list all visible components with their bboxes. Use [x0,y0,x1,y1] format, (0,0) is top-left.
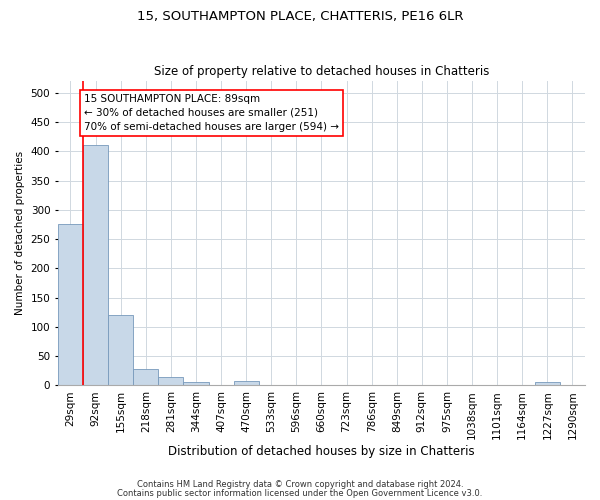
Bar [158,377,184,386]
Bar [184,382,209,386]
Title: Size of property relative to detached houses in Chatteris: Size of property relative to detached ho… [154,66,489,78]
Y-axis label: Number of detached properties: Number of detached properties [15,151,25,316]
Text: 15, SOUTHAMPTON PLACE, CHATTERIS, PE16 6LR: 15, SOUTHAMPTON PLACE, CHATTERIS, PE16 6… [137,10,463,23]
Bar [83,146,108,386]
Text: 15 SOUTHAMPTON PLACE: 89sqm
← 30% of detached houses are smaller (251)
70% of se: 15 SOUTHAMPTON PLACE: 89sqm ← 30% of det… [84,94,339,132]
Bar [108,315,133,386]
Bar [133,369,158,386]
Text: Contains HM Land Registry data © Crown copyright and database right 2024.: Contains HM Land Registry data © Crown c… [137,480,463,489]
Bar [535,382,560,386]
Bar [58,224,83,386]
X-axis label: Distribution of detached houses by size in Chatteris: Distribution of detached houses by size … [168,444,475,458]
Text: Contains public sector information licensed under the Open Government Licence v3: Contains public sector information licen… [118,489,482,498]
Bar [233,381,259,386]
